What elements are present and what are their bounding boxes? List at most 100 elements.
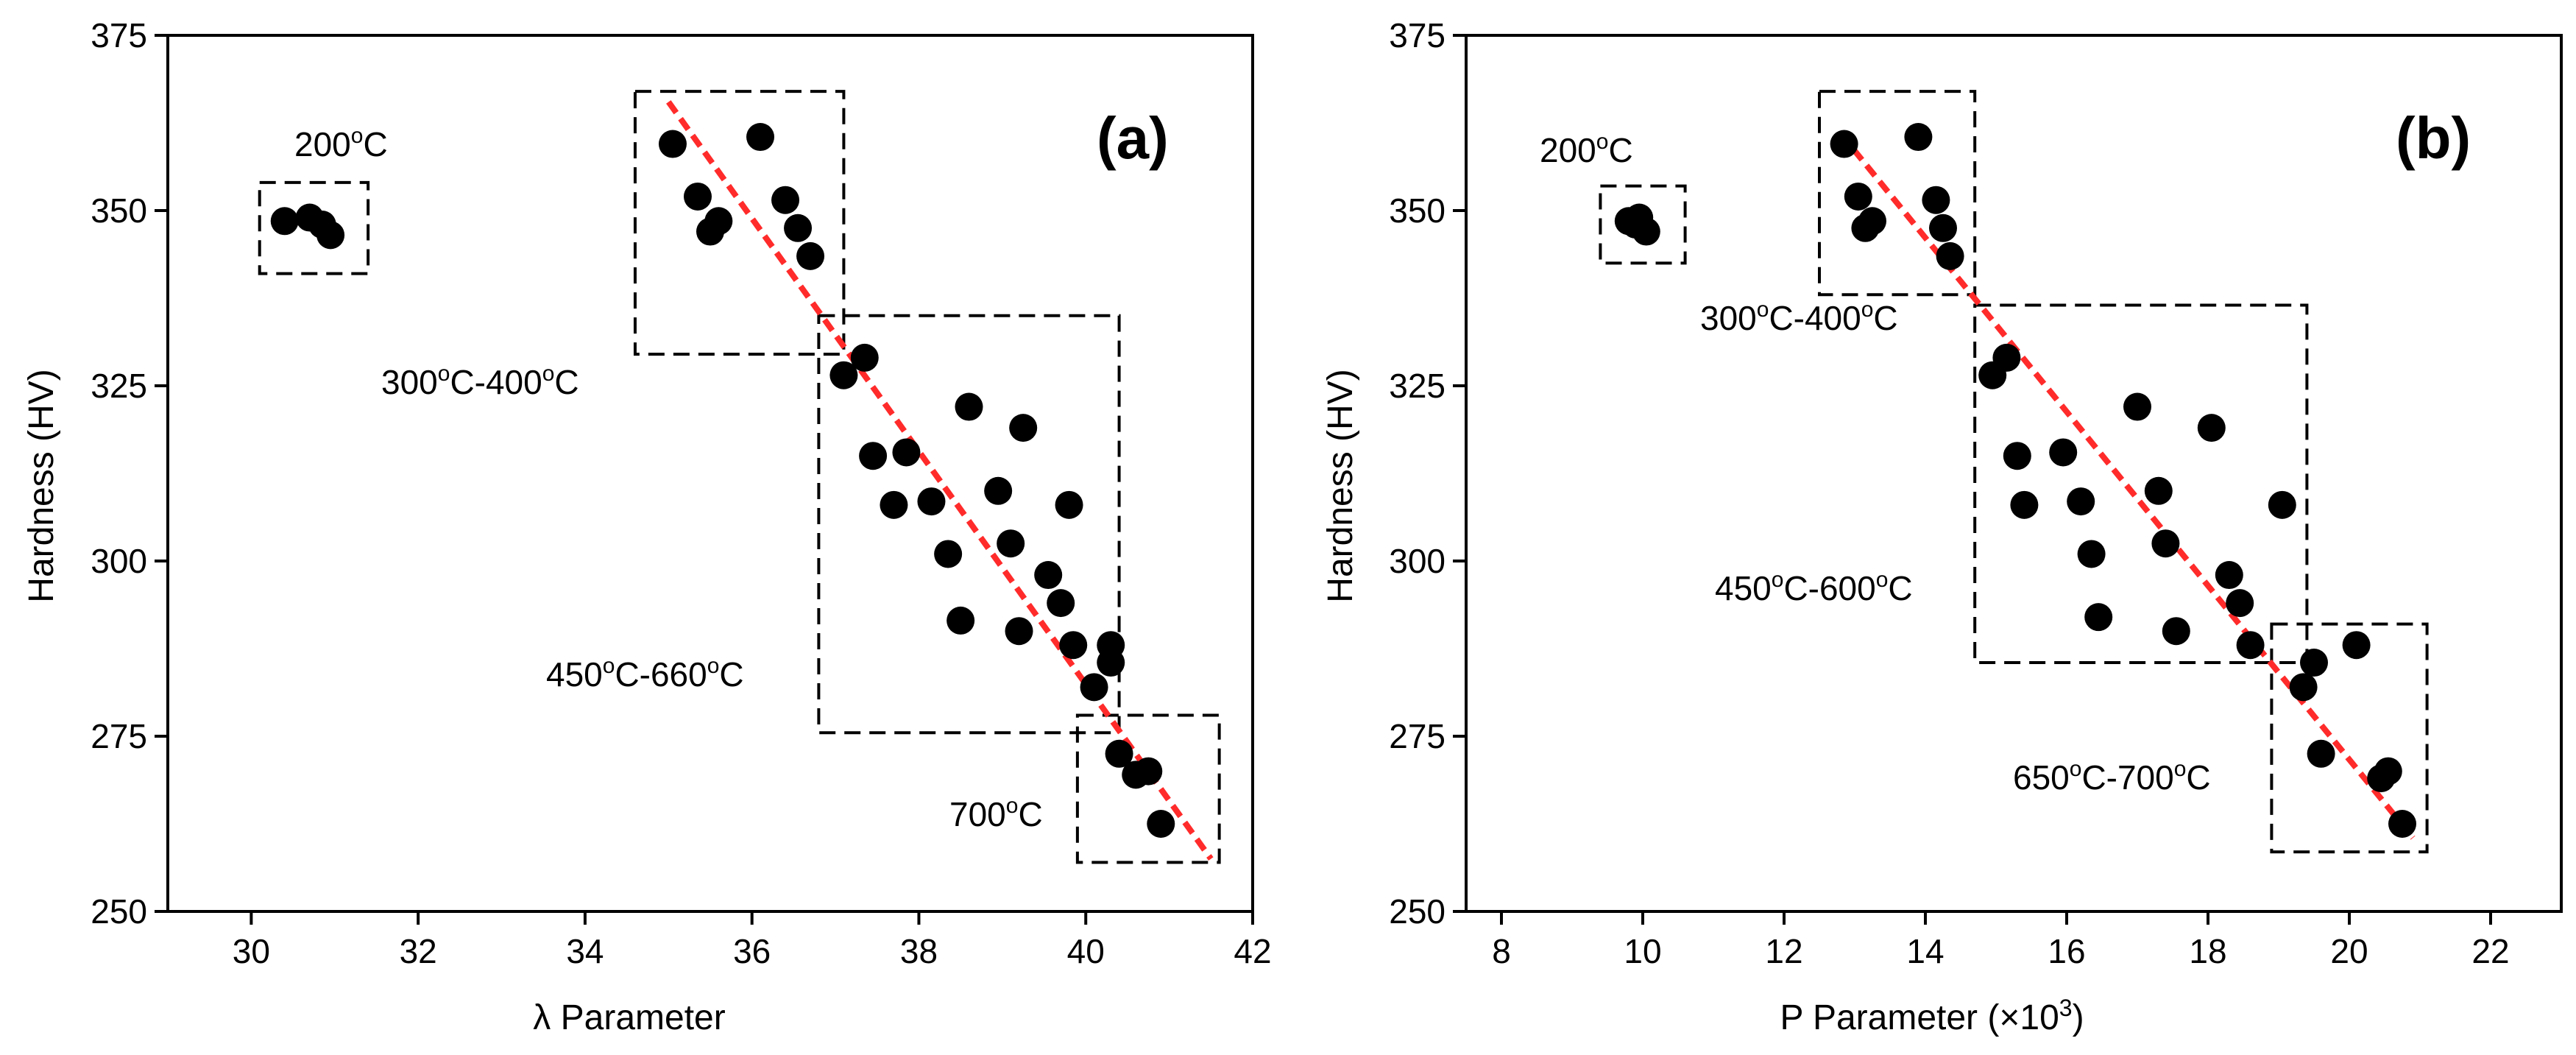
- x-tick-label: 30: [233, 932, 270, 970]
- data-point: [934, 540, 963, 568]
- data-point: [850, 343, 879, 372]
- data-point: [1621, 211, 1650, 239]
- group-label: 450oC-600oC: [1715, 568, 1913, 607]
- data-point: [2300, 649, 2328, 677]
- data-point: [270, 207, 299, 236]
- x-tick-label: 22: [2471, 932, 2509, 970]
- data-point: [796, 241, 825, 270]
- data-point: [2077, 540, 2106, 568]
- data-point: [1929, 214, 1957, 242]
- x-tick-label: 10: [1624, 932, 1661, 970]
- group-label: 450oC-660oC: [546, 654, 744, 694]
- data-point: [1904, 123, 1933, 152]
- group-label: 200oC: [294, 124, 388, 163]
- data-point: [1105, 739, 1133, 768]
- data-point: [892, 438, 921, 467]
- data-point: [2151, 529, 2180, 558]
- panel-a-xlabel: λ Parameter: [533, 998, 725, 1037]
- panel-a-frame: [166, 34, 1254, 913]
- data-point: [2268, 490, 2296, 519]
- data-point: [880, 490, 908, 519]
- y-tick-label: 275: [1389, 717, 1446, 755]
- data-point: [984, 476, 1013, 505]
- data-point: [1830, 130, 1858, 158]
- panel-b-plot: 8 10 12 14 16 18 20 22 250 275 300 325 350 375 200oC 30…: [1389, 16, 2563, 970]
- data-point: [1009, 414, 1038, 442]
- group-box: [2270, 622, 2429, 854]
- data-point: [1047, 589, 1075, 618]
- data-point: [1922, 186, 1950, 214]
- data-point: [955, 392, 983, 421]
- panel-b-label: (b): [2396, 105, 2471, 171]
- x-tick-label: 14: [1906, 932, 1944, 970]
- data-point: [2123, 392, 2151, 421]
- data-point: [859, 442, 888, 470]
- data-point: [2226, 589, 2254, 618]
- y-tick-label: 350: [91, 191, 147, 230]
- y-tick-label: 325: [1389, 367, 1446, 405]
- y-tick-label: 325: [91, 367, 147, 405]
- data-point: [1147, 810, 1175, 838]
- data-point: [1936, 241, 1964, 270]
- data-point: [1080, 673, 1108, 702]
- data-point: [784, 214, 813, 242]
- data-point: [2289, 673, 2318, 702]
- data-point: [1005, 617, 1033, 646]
- panel-a-plot: 30 32 34 36 38 40 42 250 275 300 325 350 375 200oC 300…: [91, 16, 1271, 970]
- fit-line: [666, 100, 1214, 861]
- y-tick-label: 250: [91, 892, 147, 931]
- x-tick-label: 8: [1492, 932, 1511, 970]
- panel-a-ylabel: Hardness (HV): [22, 369, 61, 602]
- data-point: [1992, 343, 2021, 372]
- x-tick-label: 34: [566, 932, 604, 970]
- group-box: [817, 314, 1121, 735]
- data-point: [2342, 631, 2371, 660]
- data-point: [2049, 438, 2078, 467]
- group-box: [1599, 184, 1687, 265]
- data-point: [2067, 487, 2095, 516]
- x-tick-label: 18: [2189, 932, 2226, 970]
- x-tick-label: 20: [2330, 932, 2368, 970]
- group-box: [1075, 713, 1221, 864]
- group-label: 300oC-400oC: [1700, 297, 1898, 337]
- data-point: [2010, 490, 2039, 519]
- panel-a-label: (a): [1097, 105, 1169, 171]
- data-point: [316, 221, 345, 250]
- group-box: [633, 90, 846, 356]
- x-tick-label: 36: [733, 932, 771, 970]
- data-point: [1034, 561, 1063, 590]
- data-point: [2162, 617, 2190, 646]
- data-point: [2215, 561, 2243, 590]
- data-point: [746, 123, 775, 152]
- data-point: [1097, 631, 1125, 660]
- data-point: [2197, 414, 2226, 442]
- data-point: [1858, 207, 1886, 236]
- group-box: [258, 180, 370, 275]
- group-box: [1973, 303, 2309, 665]
- group-label: 200oC: [1540, 130, 1633, 169]
- data-point: [658, 130, 687, 158]
- group-label: 700oC: [949, 794, 1043, 833]
- data-point: [829, 361, 858, 389]
- y-tick-label: 375: [91, 16, 147, 54]
- y-tick-label: 300: [1389, 542, 1446, 580]
- y-tick-label: 300: [91, 542, 147, 580]
- panel-b-frame: [1465, 34, 2563, 913]
- data-point: [2236, 631, 2265, 660]
- group-label: 650oC-700oC: [2013, 757, 2211, 797]
- data-point: [683, 182, 712, 211]
- x-tick-label: 16: [2048, 932, 2085, 970]
- data-point: [946, 606, 975, 635]
- x-tick-label: 12: [1765, 932, 1802, 970]
- data-point: [704, 207, 733, 236]
- group-label: 300oC-400oC: [381, 361, 579, 401]
- fit-line: [1838, 131, 2416, 840]
- y-tick-label: 275: [91, 717, 147, 755]
- x-tick-label: 40: [1067, 932, 1105, 970]
- x-tick-label: 38: [900, 932, 938, 970]
- y-tick-label: 350: [1389, 191, 1446, 230]
- data-point: [2388, 810, 2416, 838]
- data-point: [2307, 739, 2335, 768]
- y-tick-label: 250: [1389, 892, 1446, 931]
